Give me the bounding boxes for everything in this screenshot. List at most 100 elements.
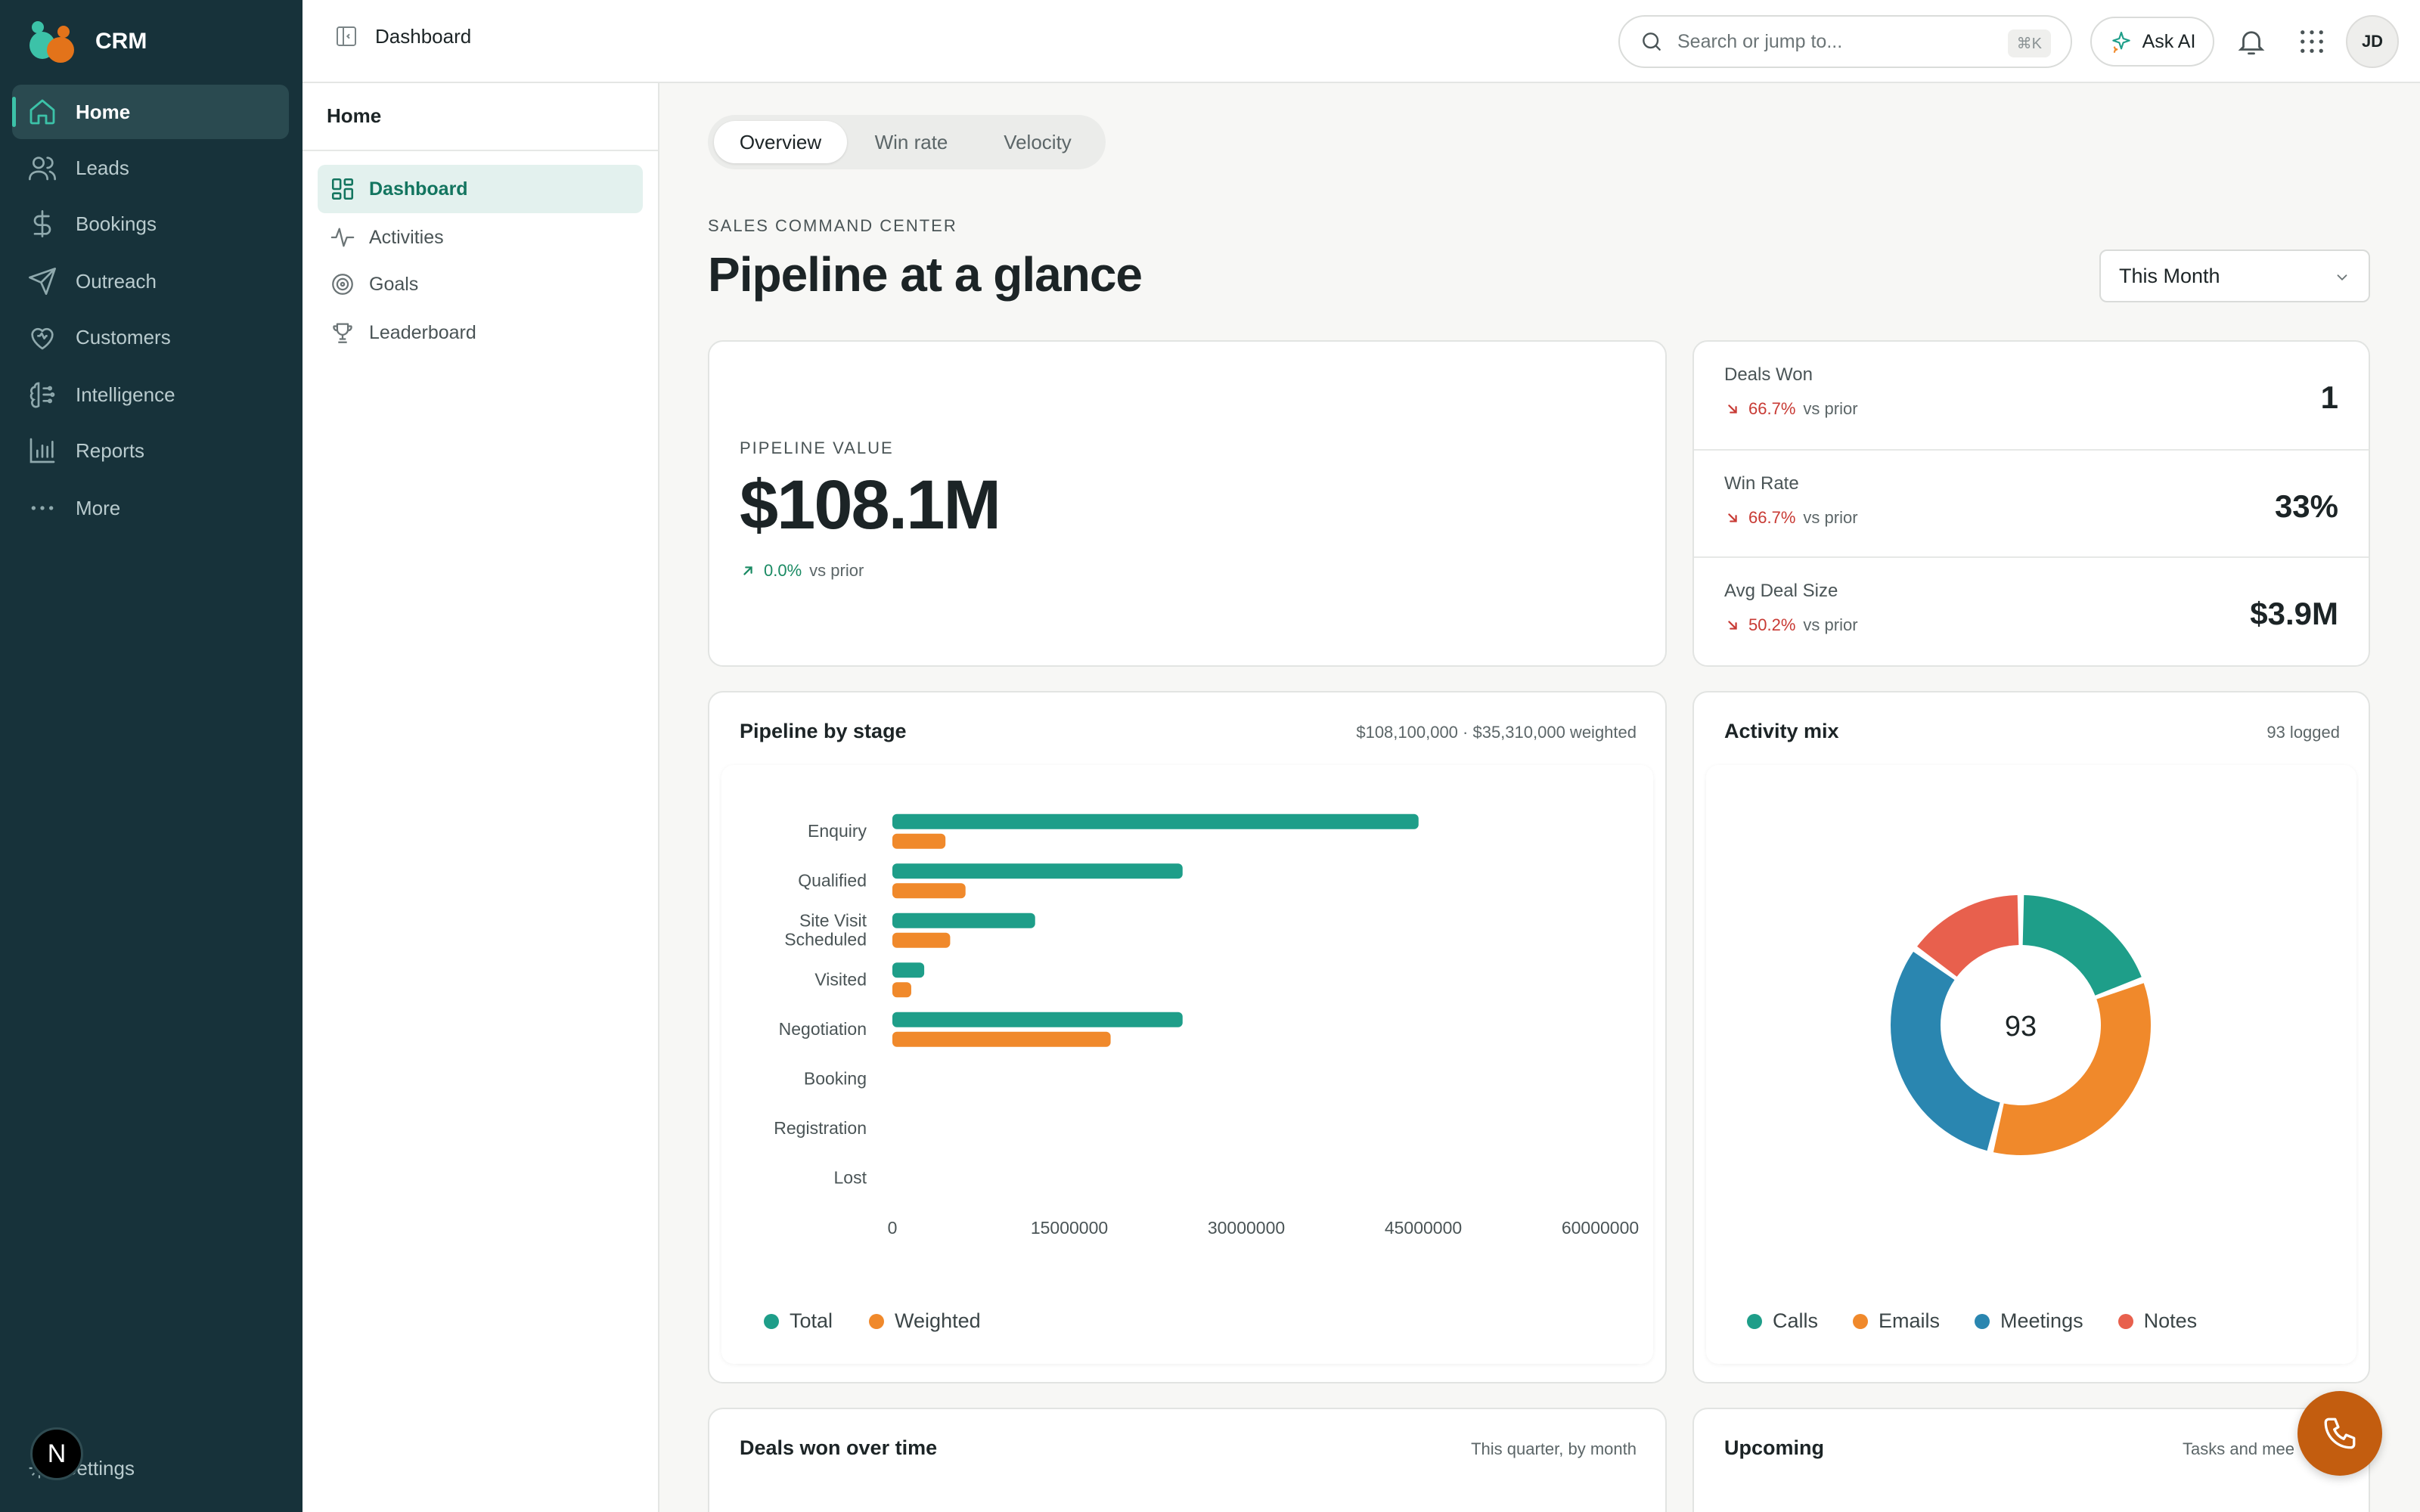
nav-item-home[interactable]: Home (12, 85, 289, 139)
stat-avg-deal-size: Avg Deal Size 50.2% vs prior $3.9M (1694, 556, 2369, 665)
phone-icon (2324, 1418, 2356, 1449)
legend-item-calls[interactable]: Calls (1747, 1309, 1818, 1333)
period-select[interactable]: This Month (2099, 249, 2370, 302)
nav-item-more[interactable]: More (12, 481, 289, 535)
trophy-icon (333, 323, 352, 343)
card-title: Pipeline by stage (740, 720, 907, 742)
subnav-item-goals[interactable]: Goals (318, 260, 643, 308)
section-eyebrow: SALES COMMAND CENTER (708, 216, 957, 235)
stat-value: 33% (2274, 488, 2338, 524)
donut-slice-notes[interactable] (1917, 895, 2019, 977)
bar-total-1[interactable] (892, 863, 1183, 879)
dashboard-grid-icon (331, 178, 354, 200)
donut-center-label: 93 (2005, 1011, 2037, 1043)
activity-mix-card: Activity mix 93 logged 93 Calls Emails M… (1692, 691, 2370, 1383)
delta-value: 0.0% (764, 561, 802, 580)
nav-item-customers[interactable]: Customers (12, 310, 289, 364)
brand[interactable]: CRM (27, 20, 147, 64)
card-title: Activity mix (1724, 720, 1839, 742)
crm-logo-icon (27, 20, 79, 64)
dollar-icon (33, 210, 51, 237)
upcoming-card: Upcoming Tasks and mee (1692, 1408, 2370, 1512)
search-input[interactable]: Search or jump to... ⌘K (1618, 15, 2072, 68)
legend-item-notes[interactable]: Notes (2118, 1309, 2197, 1333)
legend-item-meetings[interactable]: Meetings (1975, 1309, 2083, 1333)
bar-total-2[interactable] (892, 912, 1035, 928)
tab-overview[interactable]: Overview (714, 121, 847, 163)
subnav-label: Leaderboard (369, 321, 476, 343)
bar-legend: Total Weighted (764, 1309, 981, 1333)
stage-label: Visited (814, 969, 867, 989)
tab-velocity[interactable]: Velocity (1004, 130, 1072, 153)
call-button[interactable] (2297, 1391, 2382, 1476)
bar-weighted-3[interactable] (892, 982, 911, 998)
ask-ai-button[interactable]: Ask AI (2090, 17, 2214, 67)
heart-icon (31, 327, 54, 350)
delta-suffix: vs prior (1803, 508, 1858, 527)
donut-slice-emails[interactable] (1993, 983, 2151, 1155)
bar-weighted-4[interactable] (892, 1031, 1111, 1047)
bar-total-0[interactable] (892, 813, 1419, 829)
nav-item-bookings[interactable]: Bookings (12, 197, 289, 251)
tab-win-rate[interactable]: Win rate (874, 130, 948, 153)
x-tick-label: 15000000 (1031, 1218, 1108, 1238)
nav-label: Home (76, 100, 131, 123)
breadcrumb: Dashboard (334, 24, 471, 48)
pipeline-value: $108.1M (740, 466, 1001, 544)
subnav-item-leaderboard[interactable]: Leaderboard (318, 308, 643, 357)
pipeline-by-stage-card: Pipeline by stage $108,100,000 · $35,310… (708, 691, 1667, 1383)
legend-item-weighted[interactable]: Weighted (869, 1309, 981, 1333)
target-icon (332, 274, 353, 295)
delta-suffix: vs prior (809, 561, 864, 580)
view-tabs: Overview Win rate Velocity (708, 115, 1106, 169)
nav-label: Intelligence (76, 383, 175, 406)
period-value: This Month (2119, 264, 2220, 287)
dev-badge[interactable]: N (30, 1427, 83, 1480)
subnav-item-dashboard[interactable]: Dashboard (318, 165, 643, 213)
breadcrumb-current: Dashboard (375, 24, 472, 48)
bar-weighted-2[interactable] (892, 932, 951, 948)
stage-label: Scheduled (784, 929, 867, 949)
stat-value: 1 (2320, 380, 2338, 415)
x-tick-label: 45000000 (1385, 1218, 1462, 1238)
stage-label: Booking (804, 1068, 867, 1088)
bar-weighted-1[interactable] (892, 883, 966, 899)
search-shortcut: ⌘K (2007, 29, 2051, 57)
chevron-down-icon (2337, 274, 2347, 281)
nav-item-leads[interactable]: Leads (12, 141, 289, 195)
ask-ai-label: Ask AI (2142, 30, 2196, 52)
app-name: CRM (95, 29, 147, 54)
home-icon (29, 99, 55, 125)
stage-label: Site Visit (799, 910, 867, 930)
donut-slice-meetings[interactable] (1891, 951, 2000, 1151)
bar-total-4[interactable] (892, 1012, 1183, 1027)
stat-name: Win Rate (1724, 473, 1799, 494)
avatar[interactable]: JD (2346, 15, 2399, 68)
nav-label: Outreach (76, 269, 157, 293)
nav-item-reports[interactable]: Reports (12, 423, 289, 478)
stat-value: $3.9M (2250, 596, 2338, 631)
send-icon (29, 268, 56, 295)
nav-item-intelligence[interactable]: Intelligence (12, 367, 289, 422)
chart-panel: 93 Calls Emails Meetings Notes (1706, 765, 2356, 1364)
legend-item-total[interactable]: Total (764, 1309, 833, 1333)
legend-item-emails[interactable]: Emails (1853, 1309, 1940, 1333)
apps-grid-icon[interactable] (2296, 26, 2328, 57)
divider (302, 150, 658, 151)
bar-total-3[interactable] (892, 962, 925, 978)
stat-delta: 50.2% vs prior (1724, 615, 1858, 635)
bar-weighted-0[interactable] (892, 833, 946, 849)
stat-deals-won: Deals Won 66.7% vs prior 1 (1694, 342, 2369, 449)
subnav-item-activities[interactable]: Activities (318, 213, 643, 262)
nav-label: Customers (76, 325, 171, 349)
stage-label: Qualified (798, 870, 867, 890)
bell-icon[interactable] (2235, 26, 2267, 57)
sidebar-toggle-icon[interactable] (334, 24, 358, 48)
stat-delta: 66.7% vs prior (1724, 399, 1858, 419)
brain-icon (29, 382, 55, 408)
donut-slice-calls[interactable] (2022, 895, 2142, 996)
nav-item-outreach[interactable]: Outreach (12, 254, 289, 308)
pipeline-value-label: PIPELINE VALUE (740, 438, 894, 457)
subnav-label: Goals (369, 273, 419, 295)
card-title: Upcoming (1724, 1436, 1824, 1459)
